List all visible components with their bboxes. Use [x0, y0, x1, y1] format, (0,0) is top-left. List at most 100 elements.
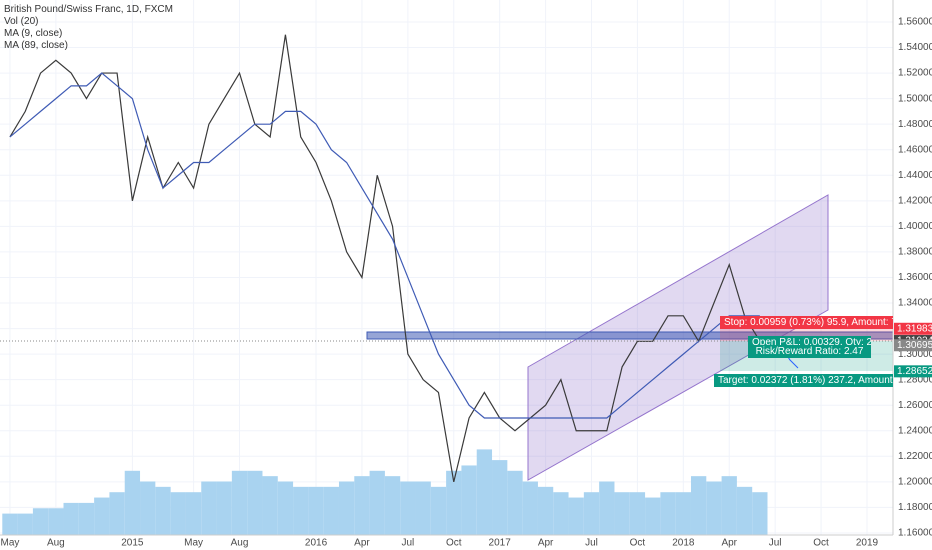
volume-bar: [568, 497, 584, 535]
legend-indicator: MA (89, close): [4, 40, 68, 51]
volume-bar: [109, 492, 125, 535]
x-tick-label: Jul: [401, 538, 414, 549]
y-tick-label: 1.22000: [898, 451, 932, 462]
volume-bar: [201, 481, 217, 535]
y-tick-label: 1.38000: [898, 247, 932, 258]
price-tag-label: 1.30695: [897, 340, 932, 351]
volume-bar: [277, 481, 294, 535]
volume-bar: [461, 465, 477, 535]
y-tick-label: 1.30000: [898, 349, 932, 360]
x-tick-label: 2016: [305, 538, 328, 549]
x-tick-label: Apr: [538, 538, 554, 549]
y-tick-label: 1.20000: [898, 476, 932, 487]
volume-bar: [78, 502, 95, 535]
price-tag: [894, 339, 932, 352]
volume-bar: [553, 492, 569, 535]
x-tick-label: Apr: [721, 538, 737, 549]
x-tick-label: 2015: [121, 538, 144, 549]
volume-bar: [354, 476, 370, 535]
legend-indicator: MA (9, close): [4, 28, 63, 39]
y-tick-label: 1.36000: [898, 272, 932, 283]
volume-bar: [537, 486, 554, 535]
volume-bar: [17, 513, 33, 535]
volume-bar: [599, 481, 615, 535]
volume-bar: [400, 481, 416, 535]
y-tick-label: 1.54000: [898, 42, 932, 53]
volume-bar: [247, 470, 263, 535]
y-tick-label: 1.42000: [898, 195, 932, 206]
volume-bar: [583, 492, 600, 535]
y-tick-label: 1.46000: [898, 144, 932, 155]
volume-bar: [308, 486, 324, 535]
volume-bar: [690, 476, 707, 535]
price-line: [9, 72, 760, 419]
volume-bar: [63, 502, 79, 535]
x-tick-label: Oct: [446, 538, 462, 549]
x-tick-label: Jul: [769, 538, 782, 549]
x-tick-label: Aug: [47, 538, 65, 549]
volume-bar: [262, 476, 278, 535]
volume-bar: [323, 486, 339, 535]
volume-bar: [32, 508, 49, 535]
volume-bar: [369, 470, 385, 535]
volume-bar: [48, 508, 64, 535]
volume-bar: [338, 481, 355, 535]
y-tick-label: 1.44000: [898, 170, 932, 181]
price-tag-label: 1.28652: [897, 366, 932, 377]
volume-bar: [645, 497, 661, 535]
volume-bar: [140, 481, 156, 535]
y-tick-label: 1.18000: [898, 502, 932, 513]
volume-bar: [675, 492, 691, 535]
price-line: [9, 34, 761, 482]
volume-bar: [522, 481, 538, 535]
volume-bar: [430, 486, 447, 535]
volume-bar: [507, 470, 523, 535]
volume-bar: [94, 497, 110, 535]
price-tag: [894, 322, 932, 335]
x-tick-label: Apr: [354, 538, 370, 549]
x-tick-label: Aug: [231, 538, 249, 549]
y-tick-label: 1.16000: [898, 528, 932, 539]
x-tick-label: Jul: [585, 538, 598, 549]
price-tag-label: 1.31983: [897, 323, 932, 334]
volume-bar: [629, 492, 646, 535]
legend-title: British Pound/Swiss Franc, 1D, FXCM: [4, 4, 173, 15]
volume-bar: [492, 460, 508, 535]
x-tick-label: 2017: [489, 538, 512, 549]
y-tick-label: 1.28000: [898, 374, 932, 385]
target-label: Target: 0.02372 (1.81%) 237.2, Amount: 1…: [714, 374, 893, 387]
volume-bar: [614, 492, 630, 535]
y-tick-label: 1.52000: [898, 68, 932, 79]
volume-bar: [216, 481, 232, 535]
x-tick-label: Oct: [630, 538, 646, 549]
price-tag: [894, 365, 932, 378]
x-tick-label: May: [184, 538, 203, 549]
volume-bar: [660, 492, 676, 535]
volume-bar: [706, 481, 722, 535]
volume-bar: [446, 470, 462, 535]
volume-bar: [155, 486, 171, 535]
volume-bar: [752, 492, 768, 535]
x-tick-label: May: [0, 538, 19, 549]
x-tick-label: 2018: [672, 538, 695, 549]
volume-bar: [736, 486, 753, 535]
rr-label: Risk/Reward Ratio: 2.47: [748, 345, 871, 358]
volume-bar: [124, 470, 141, 535]
y-tick-label: 1.40000: [898, 221, 932, 232]
volume-bar: [384, 476, 401, 535]
volume-bar: [185, 492, 202, 535]
stop-label: Stop: 0.00959 (0.73%) 95.9, Amount: 750.…: [720, 316, 893, 329]
legend-indicator: Vol (20): [4, 16, 39, 27]
volume-bar: [476, 449, 493, 535]
y-tick-label: 1.24000: [898, 425, 932, 436]
volume-bar: [415, 481, 431, 535]
volume-bar: [2, 513, 18, 535]
x-tick-label: Oct: [813, 538, 829, 549]
volume-bar: [721, 476, 737, 535]
y-tick-label: 1.50000: [898, 93, 932, 104]
y-tick-label: 1.26000: [898, 400, 932, 411]
volume-bar: [231, 470, 248, 535]
y-tick-label: 1.34000: [898, 298, 932, 309]
